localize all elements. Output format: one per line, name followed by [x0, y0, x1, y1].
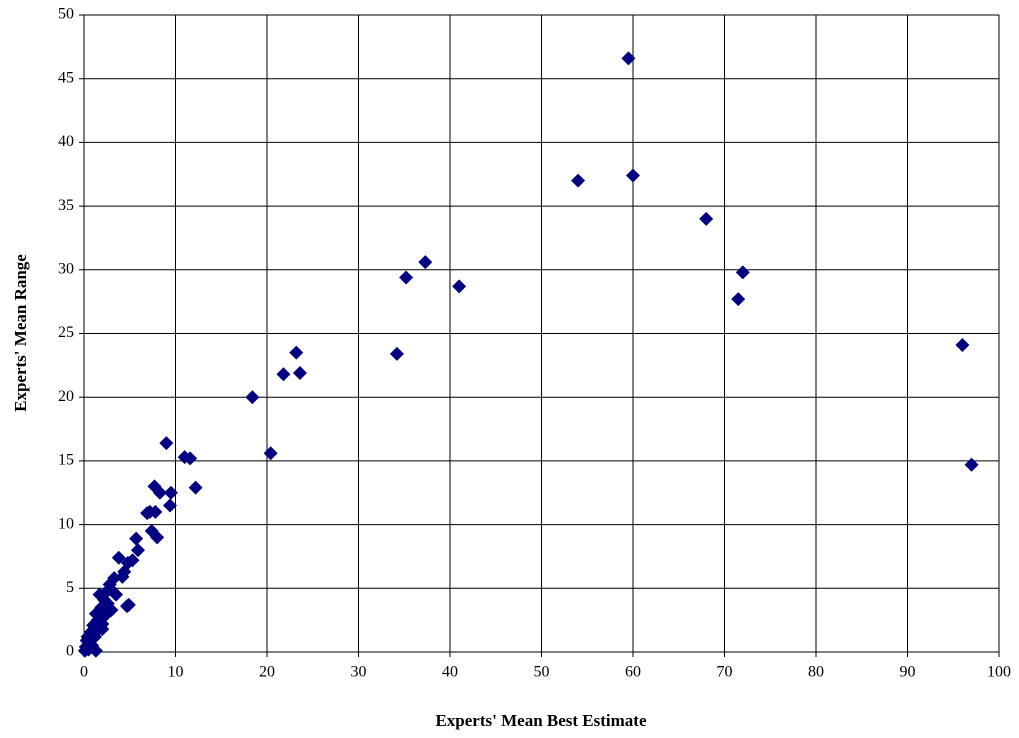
point [571, 173, 586, 188]
point [163, 485, 178, 500]
x-axis-title: Experts' Mean Best Estimate [435, 711, 647, 730]
y-tick-label: 35 [58, 197, 74, 214]
x-tick-label: 80 [808, 664, 824, 681]
x-tick-label: 60 [625, 664, 641, 681]
point [263, 446, 278, 461]
point [115, 569, 130, 584]
point [276, 367, 291, 382]
point [159, 436, 174, 451]
x-tick-label: 40 [442, 664, 458, 681]
point [731, 292, 746, 307]
point [125, 553, 140, 568]
point [626, 168, 640, 183]
x-tick-label: 50 [534, 664, 550, 681]
point [95, 622, 110, 637]
y-tick-label: 40 [58, 133, 74, 150]
point [97, 609, 112, 624]
x-tick-label: 20 [259, 664, 275, 681]
point [399, 270, 414, 285]
point [79, 633, 94, 648]
point [418, 255, 433, 270]
point [150, 530, 165, 545]
y-tick-label: 25 [58, 324, 74, 341]
x-tick-label: 100 [987, 664, 1011, 681]
point [964, 457, 979, 472]
point [129, 531, 144, 546]
point [163, 498, 178, 513]
point [148, 504, 163, 519]
point [183, 451, 198, 466]
y-tick-label: 15 [58, 452, 74, 469]
point [109, 587, 124, 602]
point [130, 543, 145, 558]
y-tick-label: 50 [58, 6, 74, 23]
x-tick-label: 10 [168, 664, 184, 681]
x-tick-label: 30 [351, 664, 367, 681]
y-tick-label: 5 [66, 579, 74, 596]
x-tick-label: 70 [717, 664, 733, 681]
x-tick-label: 0 [80, 664, 88, 681]
y-tick-label: 45 [58, 69, 74, 86]
point [120, 599, 135, 614]
y-tick-label: 20 [58, 388, 74, 405]
point [621, 51, 636, 66]
point [289, 345, 304, 360]
point [389, 346, 404, 361]
x-tick-label: 90 [900, 664, 916, 681]
point [188, 480, 203, 495]
point [245, 390, 260, 405]
y-axis-title: Experts' Mean Range [11, 254, 30, 412]
point [955, 337, 970, 352]
y-tick-label: 10 [58, 515, 74, 532]
point [292, 365, 307, 380]
point [735, 265, 750, 280]
point [699, 211, 714, 226]
point [452, 279, 467, 294]
y-tick-label: 30 [58, 260, 74, 277]
point [111, 550, 126, 565]
y-tick-label: 0 [66, 643, 74, 660]
point [152, 485, 167, 500]
